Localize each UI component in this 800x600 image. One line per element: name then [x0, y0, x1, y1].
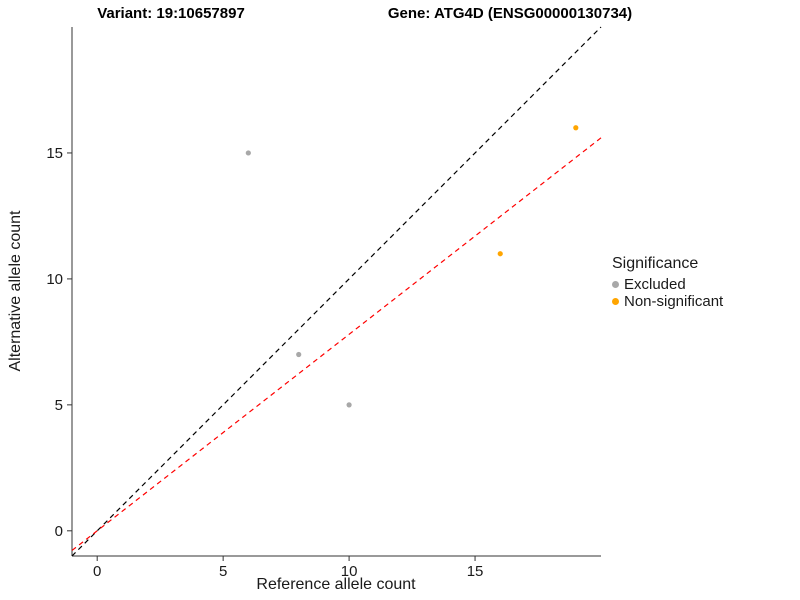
legend-label: Non-significant [624, 293, 724, 310]
data-point-excluded [245, 150, 251, 156]
y-tick-label: 5 [55, 397, 63, 414]
x-tick-label: 10 [341, 563, 358, 580]
y-axis-title: Alternative allele count [7, 210, 24, 372]
x-tick-label: 5 [219, 563, 227, 580]
legend-label: Excluded [624, 276, 686, 293]
data-point-non-significant [497, 251, 503, 257]
x-tick-label: 0 [93, 563, 101, 580]
legend-title: Significance [612, 255, 699, 272]
x-tick-label: 15 [467, 563, 484, 580]
legend-point-icon [612, 281, 619, 288]
y-tick-label: 10 [46, 271, 63, 288]
data-point-excluded [296, 351, 302, 358]
plot-title-variant: Variant: 19:10657897 [97, 5, 245, 22]
y-tick-label: 15 [46, 145, 63, 162]
x-axis-title: Reference allele count [256, 576, 416, 593]
identity-dashed-line [71, 26, 602, 557]
data-point-excluded [346, 402, 352, 408]
fit-dashed-line [71, 137, 602, 551]
y-tick-label: 0 [55, 523, 63, 540]
legend: Significance Excluded Non-significant [612, 255, 723, 310]
legend-entries: Excluded Non-significant [612, 276, 723, 310]
plot-title-gene: Gene: ATG4D (ENSG00000130734) [387, 5, 633, 22]
legend-entry: Excluded [612, 276, 723, 293]
legend-entry: Non-significant [612, 293, 723, 310]
data-point-non-significant [573, 125, 579, 131]
legend-point-icon [612, 298, 619, 305]
